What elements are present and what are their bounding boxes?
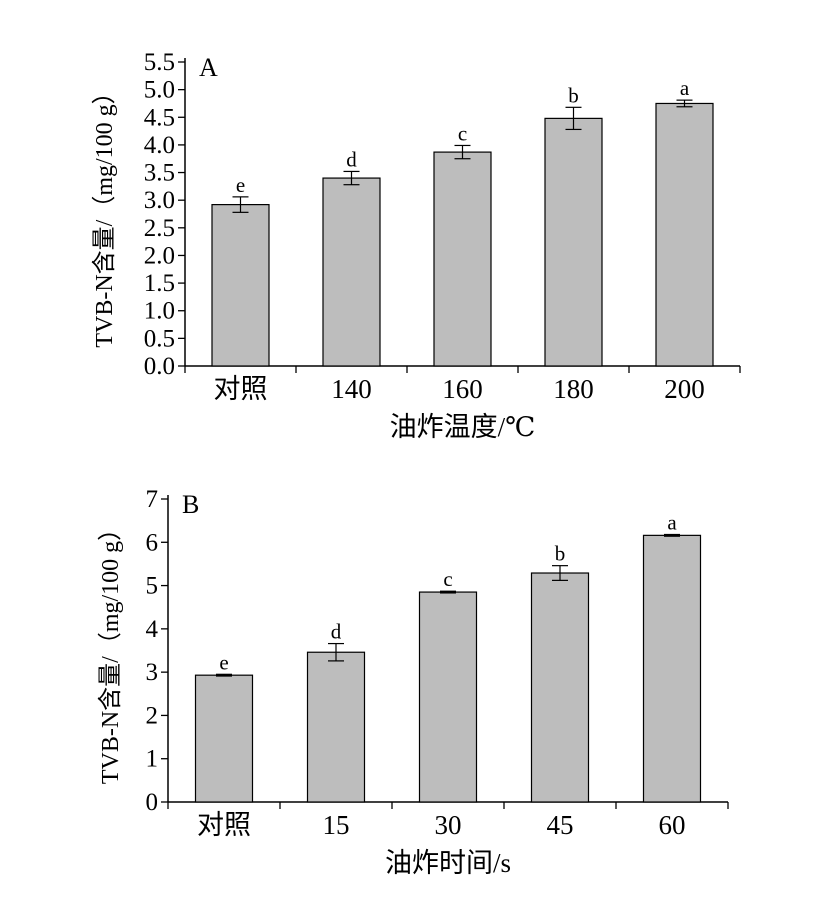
- error-bar-b-2: [440, 590, 456, 594]
- bar-a-1: [322, 177, 381, 367]
- category-label-b-3: 45: [547, 810, 574, 840]
- significance-letter-b-1: d: [331, 620, 342, 644]
- panel-label-b: B: [182, 490, 199, 519]
- bar-b-1: [306, 651, 366, 803]
- y-tick-label-a: 3.5: [144, 160, 175, 187]
- y-tick-label-a: 1.0: [144, 298, 175, 325]
- error-bar-a-1: [343, 170, 360, 186]
- y-tick-label-a: 5.5: [144, 49, 175, 76]
- panel-label-a: A: [199, 53, 218, 82]
- y-tick-label-a: 4.5: [144, 104, 175, 131]
- x-axis-title-a: 油炸温度/℃: [390, 412, 536, 442]
- y-axis-title-a: TVB-N含量/（mg/100 g）: [91, 80, 118, 347]
- bar-b-0: [194, 674, 254, 803]
- significance-letter-b-4: a: [667, 510, 677, 534]
- y-tick-label-a: 1.5: [144, 270, 175, 297]
- y-tick-label-a: 3.0: [144, 187, 175, 214]
- significance-letter-b-3: b: [555, 542, 566, 566]
- y-tick-label-a: 2.0: [144, 242, 175, 269]
- significance-letter-b-2: c: [443, 567, 452, 591]
- y-tick-label-a: 4.0: [144, 132, 175, 159]
- category-label-a-4: 200: [664, 374, 705, 404]
- significance-letter-a-2: c: [458, 121, 467, 145]
- error-bar-a-4: [676, 99, 693, 108]
- bar-a-2: [433, 151, 492, 367]
- y-tick-label-a: 5.0: [144, 77, 175, 104]
- y-tick-label-a: 0.0: [144, 353, 175, 380]
- y-axis-title-b: TVB-N含量/（mg/100 g）: [97, 517, 124, 784]
- x-axis-title-b: 油炸时间/s: [385, 848, 511, 878]
- bar-b-4: [642, 534, 702, 803]
- y-tick-label-b: 5: [146, 573, 159, 600]
- category-label-b-4: 60: [659, 810, 686, 840]
- error-bar-a-0: [232, 196, 249, 213]
- bar-b-2: [418, 591, 478, 803]
- error-bar-b-4: [664, 533, 680, 537]
- y-tick-label-b: 2: [146, 702, 159, 729]
- y-tick-label-b: 1: [146, 746, 159, 773]
- y-tick-label-a: 0.5: [144, 325, 175, 352]
- significance-letter-a-1: d: [346, 147, 357, 171]
- category-label-a-1: 140: [331, 374, 372, 404]
- bar-a-0: [211, 204, 270, 367]
- panel-b: 01234567e对照d15c30b45a60B油炸时间/sTVB-N含量/（m…: [97, 486, 729, 878]
- category-label-a-2: 160: [442, 374, 483, 404]
- y-tick-label-b: 7: [146, 486, 159, 513]
- error-bar-b-1: [328, 642, 344, 662]
- bar-a-3: [544, 117, 603, 367]
- bar-a-4: [655, 102, 714, 367]
- y-tick-label-b: 6: [146, 529, 159, 556]
- error-bar-a-3: [565, 106, 582, 131]
- panel-a: 0.00.51.01.52.02.53.03.54.04.55.05.5 e 对照 d…: [91, 49, 741, 442]
- error-bar-b-3: [552, 565, 568, 581]
- bar-b-3: [530, 572, 590, 803]
- category-label-b-0: 对照: [197, 810, 251, 840]
- significance-letter-a-3: b: [568, 83, 579, 107]
- significance-letter-b-0: e: [219, 650, 228, 674]
- significance-letter-a-0: e: [236, 173, 245, 197]
- category-label-b-2: 30: [435, 810, 462, 840]
- error-bar-a-2: [454, 144, 471, 160]
- category-label-b-1: 15: [323, 810, 350, 840]
- error-bar-b-0: [216, 673, 232, 677]
- y-tick-label-b: 3: [146, 659, 159, 686]
- y-tick-label-a: 2.5: [144, 215, 175, 242]
- category-label-a-3: 180: [553, 374, 594, 404]
- category-label-a-0: 对照: [214, 374, 268, 404]
- y-tick-label-b: 0: [146, 789, 159, 816]
- significance-letter-a-4: a: [680, 76, 690, 100]
- y-tick-label-b: 4: [146, 616, 159, 643]
